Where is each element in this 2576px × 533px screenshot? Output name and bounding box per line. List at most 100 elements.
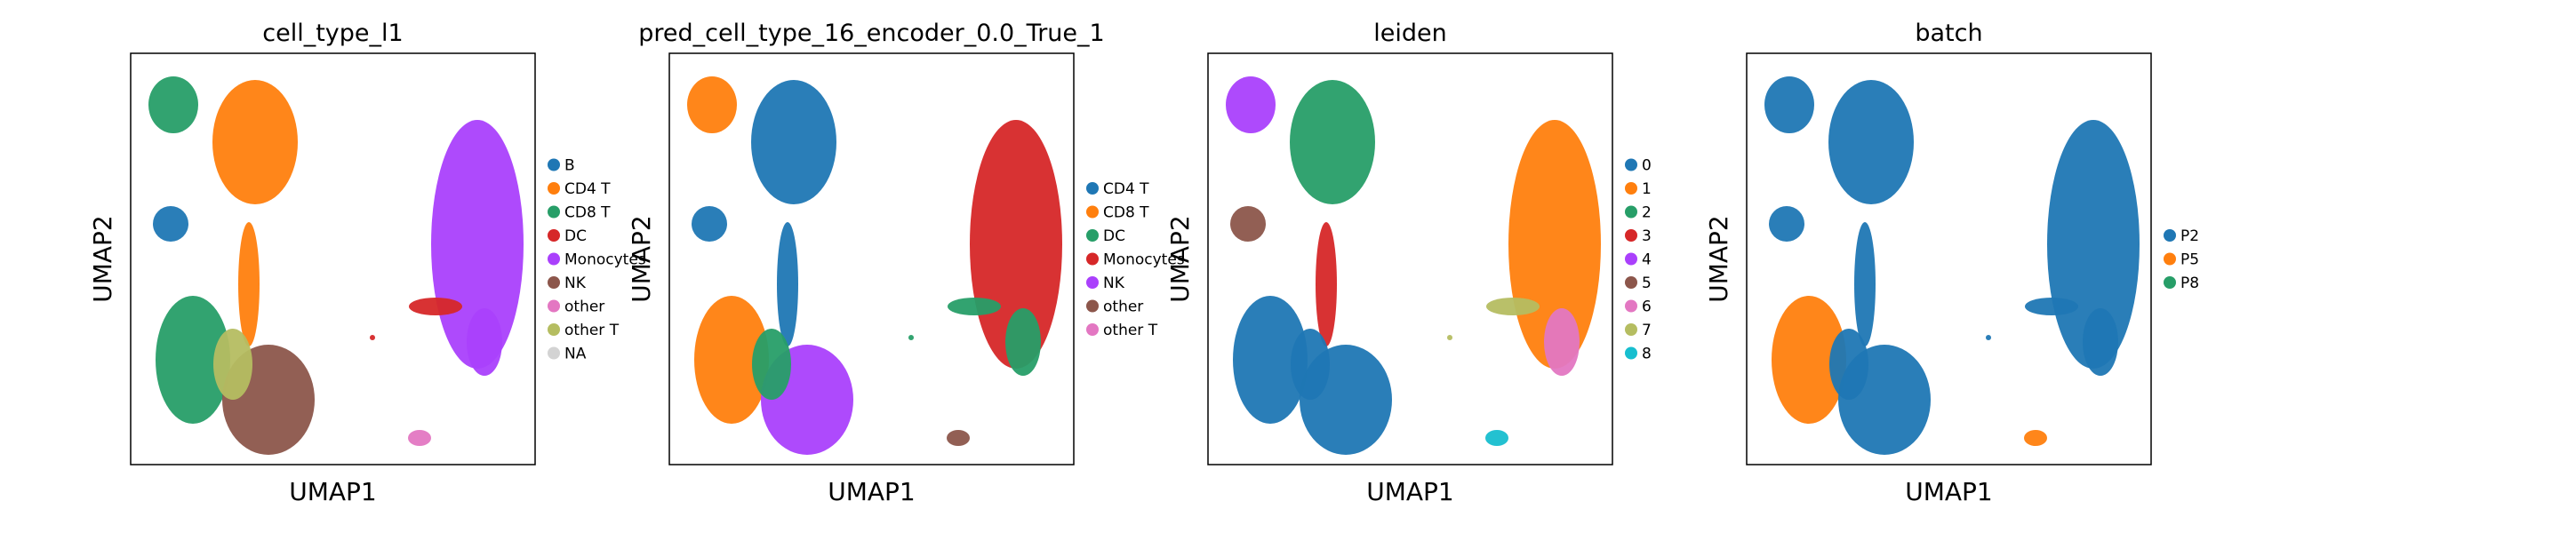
legend-marker	[1086, 252, 1099, 266]
x-axis-label: UMAP1	[1905, 477, 1993, 506]
legend-label: other	[1103, 298, 1143, 316]
legend: 0 1 2 3 4 5 6 7 8	[1625, 157, 1652, 363]
point-cluster	[2024, 430, 2047, 446]
panel-title: leiden	[1373, 20, 1446, 47]
point-cluster	[238, 222, 260, 346]
legend-marker	[548, 252, 560, 266]
legend-marker	[1086, 205, 1099, 219]
legend-marker	[1086, 229, 1099, 242]
legend: CD4 T CD8 T DC Monocytes NK other other T	[1086, 180, 1185, 339]
point-cluster	[1230, 206, 1266, 242]
point-cluster	[1986, 335, 1991, 340]
scatter-points	[1764, 76, 2140, 455]
point-cluster	[1291, 329, 1330, 400]
legend-label: CD8 T	[564, 204, 611, 222]
umap-panel-1: cell_type_l1 UMAP1 UMAP2 B CD4 T CD8 T DC Monoc…	[88, 20, 646, 506]
point-cluster	[692, 206, 727, 242]
legend-label: Monocytes	[564, 251, 646, 269]
point-cluster	[752, 329, 791, 400]
point-cluster	[1854, 222, 1876, 346]
point-cluster	[148, 76, 198, 133]
legend-label: 2	[1642, 204, 1652, 222]
axes-frame	[130, 52, 536, 465]
legend-marker	[1625, 299, 1637, 313]
legend-marker	[1625, 182, 1637, 195]
point-cluster	[2025, 298, 2078, 315]
point-cluster	[1290, 80, 1375, 204]
legend-label: DC	[1103, 227, 1125, 245]
legend-label: DC	[564, 227, 587, 245]
legend-label: 8	[1642, 346, 1652, 363]
panel-title: cell_type_l1	[262, 20, 403, 47]
legend-marker	[548, 276, 560, 289]
y-axis-label: UMAP2	[627, 215, 656, 303]
point-cluster	[694, 296, 769, 424]
legend-marker	[1625, 252, 1637, 266]
point-cluster	[467, 308, 502, 376]
point-cluster	[1772, 296, 1846, 424]
legend-marker	[1086, 299, 1099, 313]
scatter-points	[1226, 76, 1601, 455]
axes-frame	[668, 52, 1075, 465]
point-cluster	[1828, 80, 1914, 204]
legend-marker	[548, 182, 560, 195]
legend-label: NK	[564, 274, 587, 292]
legend-label: 7	[1642, 322, 1652, 339]
point-cluster	[1486, 298, 1540, 315]
point-cluster	[948, 298, 1001, 315]
legend-label: NK	[1103, 274, 1125, 292]
point-cluster	[1316, 222, 1337, 346]
point-cluster	[751, 80, 836, 204]
legend-marker	[548, 299, 560, 313]
legend-marker	[1086, 276, 1099, 289]
point-cluster	[2083, 308, 2118, 376]
y-axis-label: UMAP2	[88, 215, 117, 303]
umap-panel-2: pred_cell_type_16_encoder_0.0_True_1 UMAP…	[627, 20, 1185, 506]
legend: P2 P5 P8	[2164, 227, 2199, 292]
legend-marker	[1625, 323, 1637, 336]
point-cluster	[370, 335, 375, 340]
legend-marker	[2164, 276, 2176, 289]
point-cluster	[1447, 335, 1452, 340]
legend-label: CD4 T	[1103, 180, 1149, 198]
point-cluster	[1829, 329, 1868, 400]
legend-label: other T	[564, 322, 620, 339]
scatter-points	[148, 76, 524, 455]
legend-marker	[548, 346, 560, 360]
scatter-points	[687, 76, 1062, 455]
x-axis-label: UMAP1	[1366, 477, 1454, 506]
legend-marker	[1625, 346, 1637, 360]
umap-panel-4: batch UMAP1 UMAP2 P2 P5 P8	[1704, 20, 2199, 506]
legend-label: 6	[1642, 298, 1652, 316]
legend: B CD4 T CD8 T DC Monocytes NK other other T NA	[548, 157, 646, 363]
legend-label: 3	[1642, 227, 1652, 245]
point-cluster	[1485, 430, 1508, 446]
legend-label: 0	[1642, 157, 1652, 175]
legend-label: 5	[1642, 274, 1652, 292]
point-cluster	[777, 222, 798, 346]
axes-frame	[1746, 52, 2152, 465]
legend-marker	[1086, 182, 1099, 195]
legend-marker	[1625, 158, 1637, 171]
point-cluster	[1769, 206, 1804, 242]
umap-panel-3: leiden UMAP1 UMAP2 0 1 2 3 4 5 6 7 8	[1165, 20, 1652, 506]
legend-label: 4	[1642, 251, 1652, 269]
axes-frame	[1207, 52, 1613, 465]
legend-label: 1	[1642, 180, 1652, 198]
y-axis-label: UMAP2	[1704, 215, 1733, 303]
point-cluster	[408, 430, 431, 446]
legend-marker	[1625, 229, 1637, 242]
legend-marker	[1625, 276, 1637, 289]
legend-marker	[1086, 323, 1099, 336]
point-cluster	[1544, 308, 1580, 376]
legend-label: CD4 T	[564, 180, 611, 198]
legend-label: NA	[564, 346, 587, 363]
legend-label: CD8 T	[1103, 204, 1149, 222]
legend-marker	[1625, 205, 1637, 219]
legend-label: P5	[2180, 251, 2199, 269]
point-cluster	[409, 298, 462, 315]
point-cluster	[1233, 296, 1308, 424]
x-axis-label: UMAP1	[289, 477, 377, 506]
point-cluster	[1226, 76, 1276, 133]
